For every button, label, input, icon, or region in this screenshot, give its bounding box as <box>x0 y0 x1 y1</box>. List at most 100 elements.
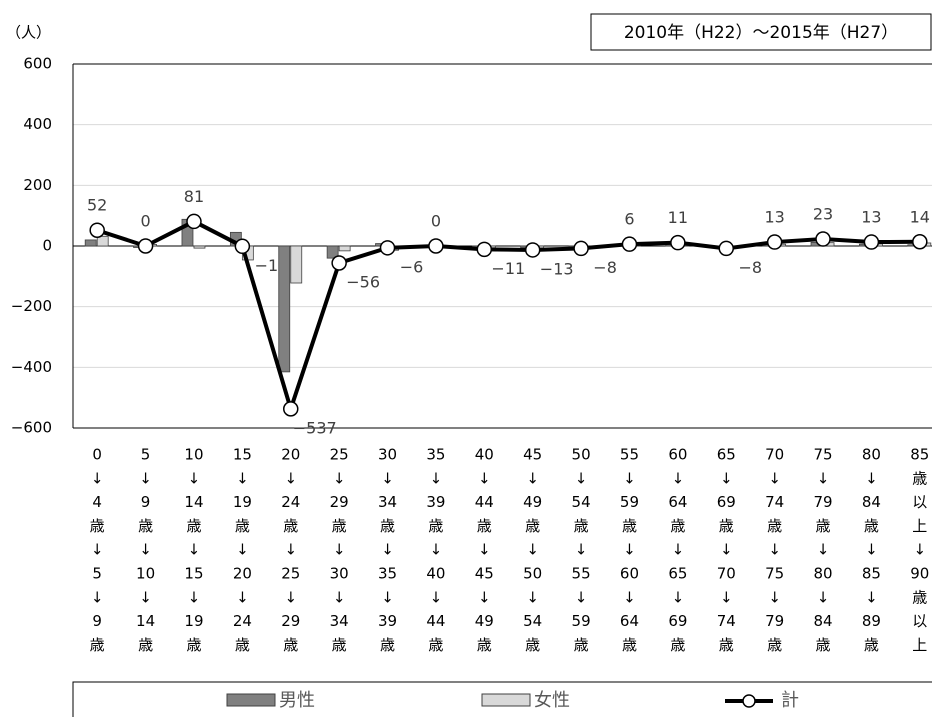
x-tick-label: 歳 <box>574 636 589 654</box>
x-tick-label: ↓ <box>284 588 297 606</box>
x-tick-label: 14 <box>184 493 203 511</box>
marker <box>89 222 105 238</box>
x-tick-label: 45 <box>475 565 494 583</box>
x-tick-label: ↓ <box>91 469 104 487</box>
x-tick-label: 70 <box>717 565 736 583</box>
x-tick-label: ↓ <box>914 541 927 559</box>
data-label: 0 <box>431 212 441 231</box>
x-tick-label: ↓ <box>672 469 685 487</box>
x-tick-label: 歳 <box>90 517 105 535</box>
x-tick-label: 上 <box>912 636 927 654</box>
x-tick-label: 歳 <box>477 517 492 535</box>
x-tick-label: ↓ <box>236 541 249 559</box>
x-tick-label: ↓ <box>720 469 733 487</box>
x-tick-label: ↓ <box>139 541 152 559</box>
marker <box>428 238 444 254</box>
x-tick-label: ↓ <box>333 588 346 606</box>
x-tick-label: ↓ <box>478 541 491 559</box>
x-tick-label: 19 <box>184 612 203 630</box>
y-tick-label: −400 <box>11 358 52 376</box>
x-tick-label: ↓ <box>865 541 878 559</box>
data-label: −6 <box>400 257 424 276</box>
line <box>96 219 920 416</box>
x-tick-label: 歳 <box>574 517 589 535</box>
x-tick-label: ↓ <box>817 588 830 606</box>
x-tick-label: 74 <box>717 612 736 630</box>
x-tick-label: 歳 <box>90 636 105 654</box>
x-tick-label: 5 <box>92 565 102 583</box>
x-tick-label: 9 <box>141 493 151 511</box>
x-tick-label: 40 <box>475 446 494 464</box>
x-tick-label: 35 <box>378 565 397 583</box>
y-tick-label: 0 <box>42 237 52 255</box>
x-tick-label: ↓ <box>768 588 781 606</box>
marker <box>670 234 686 251</box>
x-tick-label: 歳 <box>283 636 298 654</box>
x-tick-label: 69 <box>717 493 736 511</box>
x-tick-label: 59 <box>572 612 591 630</box>
x-tick-label: ↓ <box>672 541 685 559</box>
data-label: −8 <box>593 258 617 277</box>
x-tick-label: ↓ <box>284 541 297 559</box>
marker <box>524 242 541 258</box>
x-tick-label: 39 <box>378 612 397 630</box>
marker <box>331 255 347 271</box>
x-tick-label: 歳 <box>525 636 540 654</box>
legend-label: 計 <box>781 690 799 711</box>
x-tick-label: 79 <box>813 493 832 511</box>
x-tick-label: 歳 <box>622 636 637 654</box>
legend-label: 男性 <box>279 690 315 711</box>
x-tick-label: ↓ <box>381 469 394 487</box>
x-tick-label: 29 <box>330 493 349 511</box>
data-label: 13 <box>861 208 881 227</box>
marker <box>621 236 638 252</box>
x-tick-label: 歳 <box>428 517 443 535</box>
x-tick-label: 80 <box>862 446 881 464</box>
x-tick-label: 歳 <box>719 517 734 535</box>
x-tick-label: ↓ <box>623 588 636 606</box>
x-tick-label: 60 <box>668 446 687 464</box>
x-tick-label: 80 <box>813 565 832 583</box>
marker <box>863 234 880 250</box>
x-tick-label: 84 <box>813 612 832 630</box>
x-tick-label: 60 <box>620 565 639 583</box>
x-tick-label: 歳 <box>332 517 347 535</box>
x-tick-label: ↓ <box>430 469 443 487</box>
x-tick-label: ↓ <box>236 469 249 487</box>
x-tick-label: 歳 <box>380 517 395 535</box>
x-tick-label: 24 <box>233 612 252 630</box>
x-tick-label: ↓ <box>139 469 152 487</box>
marker <box>186 213 202 230</box>
y-tick-label: 600 <box>23 55 52 73</box>
x-tick-label: ↓ <box>526 541 539 559</box>
x-tick-label: 85 <box>910 446 929 464</box>
x-tick-label: ↓ <box>575 588 588 606</box>
x-tick-label: ↓ <box>575 469 588 487</box>
x-tick-label: 54 <box>523 612 542 630</box>
x-tick-label: ↓ <box>284 469 297 487</box>
x-tick-label: 歳 <box>332 636 347 654</box>
x-tick-label: 歳 <box>816 517 831 535</box>
x-tick-label: 歳 <box>477 636 492 654</box>
x-tick-label: ↓ <box>381 541 394 559</box>
bar <box>193 245 206 249</box>
x-tick-label: 44 <box>426 612 445 630</box>
data-label: −537 <box>293 418 337 437</box>
x-tick-label: 以 <box>912 612 927 630</box>
x-tick-label: 39 <box>426 493 445 511</box>
marker <box>718 240 734 257</box>
x-tick-label: ↓ <box>478 469 491 487</box>
x-tick-label: 歳 <box>670 636 685 654</box>
x-tick-label: 64 <box>668 493 687 511</box>
x-tick-label: 25 <box>330 446 349 464</box>
x-tick-label: 89 <box>862 612 881 630</box>
marker <box>766 234 783 250</box>
x-tick-label: ↓ <box>333 541 346 559</box>
legend-swatch <box>226 693 276 707</box>
x-tick-label: 90 <box>910 565 929 583</box>
x-tick-label: 79 <box>765 612 784 630</box>
x-tick-label: 歳 <box>186 517 201 535</box>
x-tick-label: 歳 <box>767 517 782 535</box>
x-tick-label: 50 <box>572 446 591 464</box>
marker <box>137 238 154 254</box>
